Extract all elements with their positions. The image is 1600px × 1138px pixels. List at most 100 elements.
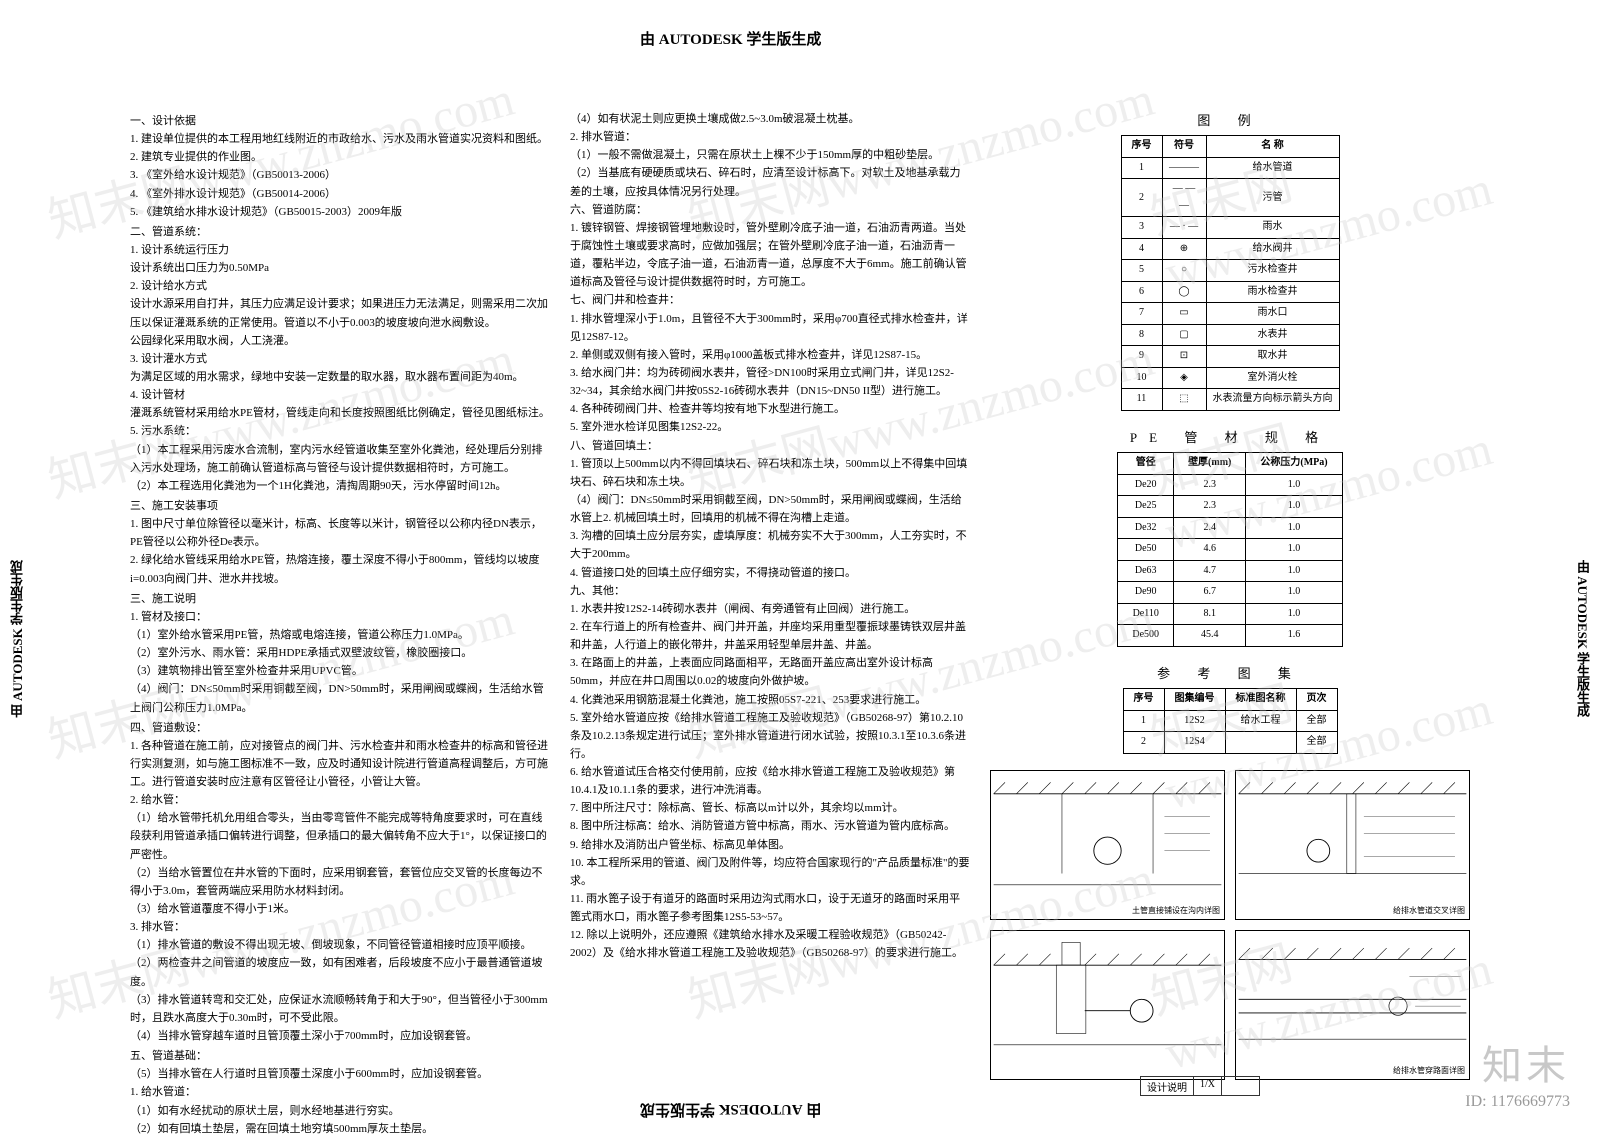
text-line: （1）排水管道的敷设不得出现无坡、倒坡现象，不同管径管道相接时应顶平顺接。 bbox=[130, 936, 550, 954]
text-line: 4. 《室外排水设计规范》（GB50014-2006） bbox=[130, 185, 550, 203]
text-line: 1. 给水管道： bbox=[130, 1083, 550, 1101]
text-line: 5. 污水系统： bbox=[130, 422, 550, 440]
table-row: De322.41.0 bbox=[1118, 517, 1342, 539]
ref-table-title: 参 考 图 集 bbox=[990, 663, 1470, 684]
column-3: 图 例 序号 符号 名 称 1———给水管道 2— — —污管 3— · —雨水… bbox=[990, 110, 1470, 1138]
text-line: 7. 图中所注尺寸：除标高、管长、标高以m计以外，其余均以mm计。 bbox=[570, 799, 970, 817]
table-row: 5○污水检查井 bbox=[1121, 260, 1339, 282]
text-line: 七、阀门井和检查井： bbox=[570, 291, 970, 309]
table-row: De1108.11.0 bbox=[1118, 603, 1342, 625]
title-block-label: 设计说明 bbox=[1141, 1077, 1194, 1095]
text-line: 1. 管顶以上500mm以内不得回填块石、碎石块和冻土块，500mm以上不得集中… bbox=[570, 455, 970, 491]
text-line: 设计系统出口压力为0.50MPa bbox=[130, 259, 550, 277]
diagrams-grid: 土管直接铺设在沟内详图 给排水管道交叉详图 bbox=[990, 770, 1470, 1080]
text-line: 1. 管材及接口： bbox=[130, 608, 550, 626]
table-row: 8▢水表井 bbox=[1121, 324, 1339, 346]
table-row: 112S2给水工程全部 bbox=[1123, 710, 1337, 732]
header-autodesk-label: 由 AUTODESK 学生版生成 bbox=[640, 28, 821, 49]
text-line: 1. 各种管道在施工前，应对接管点的阀门井、污水检查井和雨水检查井的标高和管径进… bbox=[130, 737, 550, 791]
table-row: 212S4全部 bbox=[1123, 732, 1337, 754]
text-line: 3. 《室外给水设计规范》（GB50013-2006） bbox=[130, 166, 550, 184]
table-row: 9⊡取水井 bbox=[1121, 346, 1339, 368]
text-line: 2. 排水管道： bbox=[570, 128, 970, 146]
diagram-4-label: 给排水管穿路面详图 bbox=[1393, 1064, 1465, 1077]
text-line: （2）本工程选用化粪池为一个1H化粪池，清掏周期90天，污水停留时间12h。 bbox=[130, 477, 550, 495]
table-header: 名 称 bbox=[1206, 136, 1339, 158]
text-line: （3）排水管道转弯和交汇处，应保证水流顺畅转角于和大于90°，但当管径小于300… bbox=[130, 991, 550, 1027]
text-line: 2. 绿化给水管线采用给水PE管，热熔连接，覆土深度不得小于800mm，管线均以… bbox=[130, 551, 550, 587]
table-row: De634.71.0 bbox=[1118, 560, 1342, 582]
text-line: 9. 给排水及消防出户管坐标、标高见单体图。 bbox=[570, 836, 970, 854]
side-left-autodesk-label: 由 AUTODESK 学生版生成 bbox=[8, 560, 27, 717]
text-line: 3. 给水阀门井：均为砖砌阀水表井，管径>DN100时采用立式闸门井，详见12S… bbox=[570, 364, 970, 400]
pe-table-title: PE 管 材 规 格 bbox=[990, 427, 1470, 448]
diagram-3 bbox=[990, 930, 1225, 1080]
table-header: 管径 bbox=[1118, 453, 1174, 475]
text-line: 3. 在路面上的井盖，上表面应同路面相平，无路面开盖应高出室外设计标高50mm，… bbox=[570, 654, 970, 690]
text-line: 1. 设计系统运行压力 bbox=[130, 241, 550, 259]
section-2-title: 二、管道系统： bbox=[130, 223, 550, 241]
table-row: 7▭雨水口 bbox=[1121, 303, 1339, 325]
text-line: 4. 各种砖砌阀门井、检查井等均按有地下水型进行施工。 bbox=[570, 400, 970, 418]
table-header: 符号 bbox=[1162, 136, 1206, 158]
text-line: 6. 给水管道试压合格交付使用前，应按《给水排水管道工程施工及验收规范》第10.… bbox=[570, 763, 970, 799]
title-block: 设计说明 1/X bbox=[1140, 1076, 1260, 1096]
text-line: （2）如有回填土垫层，需在回填土地穷填500mm厚灰土垫层。 bbox=[130, 1120, 550, 1138]
section-3-title: 三、施工安装事项 bbox=[130, 497, 550, 515]
section-4-title: 三、施工说明 bbox=[130, 590, 550, 608]
side-right-autodesk-label: 由 AUTODESK 学生版生成 bbox=[1573, 560, 1592, 717]
table-row: 4⊕给水阀井 bbox=[1121, 238, 1339, 260]
text-line: 11. 雨水篦子设于有道牙的路面时采用边沟式雨水口，设于无道牙的路面时采用平篦式… bbox=[570, 890, 970, 926]
diagram-1-label: 土管直接铺设在沟内详图 bbox=[1132, 904, 1220, 917]
text-line: 3. 设计灌水方式 bbox=[130, 350, 550, 368]
text-line: 2. 设计给水方式 bbox=[130, 277, 550, 295]
diagram-4: 给排水管穿路面详图 bbox=[1235, 930, 1470, 1080]
column-1: 一、设计依据 1. 建设单位提供的本工程用地红线附近的市政给水、污水及雨水管道实… bbox=[130, 110, 550, 1138]
table-header: 图集编号 bbox=[1164, 689, 1225, 711]
text-line: 公园绿化采用取水阀，人工浇灌。 bbox=[130, 332, 550, 350]
text-line: 8. 图中所注标高：给水、消防管道方管中标高，雨水、污水管道为管内底标高。 bbox=[570, 817, 970, 835]
text-line: 1. 图中尺寸单位除管径以毫米计，标高、长度等以米计，钢管径以公称内径DN表示，… bbox=[130, 515, 550, 551]
title-block-num: 1/X bbox=[1194, 1077, 1222, 1095]
table-row: 6◯雨水检查井 bbox=[1121, 281, 1339, 303]
text-line: （3）建筑物排出管至室外检查井采用UPVC管。 bbox=[130, 662, 550, 680]
text-line: （1）室外给水管采用PE管，热熔或电熔连接，管道公称压力1.0MPa。 bbox=[130, 626, 550, 644]
zhimo-id: ID: 1176669773 bbox=[1465, 1093, 1570, 1111]
table-row: 3— · —雨水 bbox=[1121, 217, 1339, 239]
text-line: 5. 室外给水管道应按《给排水管道工程施工及验收规范》（GB50268-97）第… bbox=[570, 709, 970, 763]
table-header: 序号 bbox=[1121, 136, 1162, 158]
table-header: 序号 bbox=[1123, 689, 1164, 711]
document-content: 一、设计依据 1. 建设单位提供的本工程用地红线附近的市政给水、污水及雨水管道实… bbox=[130, 110, 1470, 1138]
text-line: 12. 除以上说明外，还应遵照《建筑给水排水及采暖工程验收规范》（GB50242… bbox=[570, 926, 970, 962]
section-5-title: 四、管道敷设： bbox=[130, 719, 550, 737]
diagram-1: 土管直接铺设在沟内详图 bbox=[990, 770, 1225, 920]
text-line: （1）本工程采用污废水合流制，室内污水经管道收集至室外化粪池，经处理后分别排入污… bbox=[130, 441, 550, 477]
table-row: De504.61.0 bbox=[1118, 539, 1342, 561]
text-line: 3. 沟槽的回填土应分层夯实，虚填厚度：机械夯实不大于300mm，人工夯实时，不… bbox=[570, 527, 970, 563]
column-2: （4）如有状泥土则应更换土壤成做2.5~3.0m破混凝土枕基。 2. 排水管道：… bbox=[570, 110, 970, 1138]
text-line: 4. 设计管材 bbox=[130, 386, 550, 404]
text-line: 3. 排水管： bbox=[130, 918, 550, 936]
text-line: 2. 给水管： bbox=[130, 791, 550, 809]
text-line: 2. 单侧或双侧有接入管时，采用φ1000盖板式排水检查井，详见12S87-15… bbox=[570, 346, 970, 364]
section-6-title: 五、管道基础： bbox=[130, 1047, 550, 1065]
text-line: （2）两检查井之间管道的坡度应一致，如有困难者，后段坡度不应小于最普通管道坡度。 bbox=[130, 954, 550, 990]
table-row: De906.71.0 bbox=[1118, 582, 1342, 604]
diagram-2-label: 给排水管道交叉详图 bbox=[1393, 904, 1465, 917]
text-line: （4）阀门：DN≤50mm时采用铜截至阀，DN>50mm时，采用闸阀或蝶阀，生活… bbox=[130, 680, 550, 716]
table-row: De252.31.0 bbox=[1118, 496, 1342, 518]
legend-title: 图 例 bbox=[990, 110, 1470, 131]
legend-table: 序号 符号 名 称 1———给水管道 2— — —污管 3— · —雨水 4⊕给… bbox=[1121, 135, 1340, 411]
text-line: （3）给水管道覆度不得小于1米。 bbox=[130, 900, 550, 918]
text-line: 4. 化粪池采用钢筋混凝土化粪池，施工按照05S7-221、253要求进行施工。 bbox=[570, 691, 970, 709]
table-header: 页次 bbox=[1296, 689, 1337, 711]
text-line: 5. 室外泄水检详见图集12S2-22。 bbox=[570, 418, 970, 436]
text-line: （4）如有状泥土则应更换土壤成做2.5~3.0m破混凝土枕基。 bbox=[570, 110, 970, 128]
table-row: De202.31.0 bbox=[1118, 474, 1342, 496]
text-line: 八、管道回填土： bbox=[570, 437, 970, 455]
text-line: （4）阀门：DN≤50mm时采用铜截至阀，DN>50mm时，采用闸阀或蝶阀，生活… bbox=[570, 491, 970, 527]
table-row: 10◈室外消火栓 bbox=[1121, 367, 1339, 389]
text-line: （5）当排水管在人行道时且管顶覆土深度小于600mm时，应加设钢套管。 bbox=[130, 1065, 550, 1083]
pe-table: 管径 壁厚(mm) 公称压力(MPa) De202.31.0 De252.31.… bbox=[1117, 452, 1342, 647]
text-line: 九、其他： bbox=[570, 582, 970, 600]
